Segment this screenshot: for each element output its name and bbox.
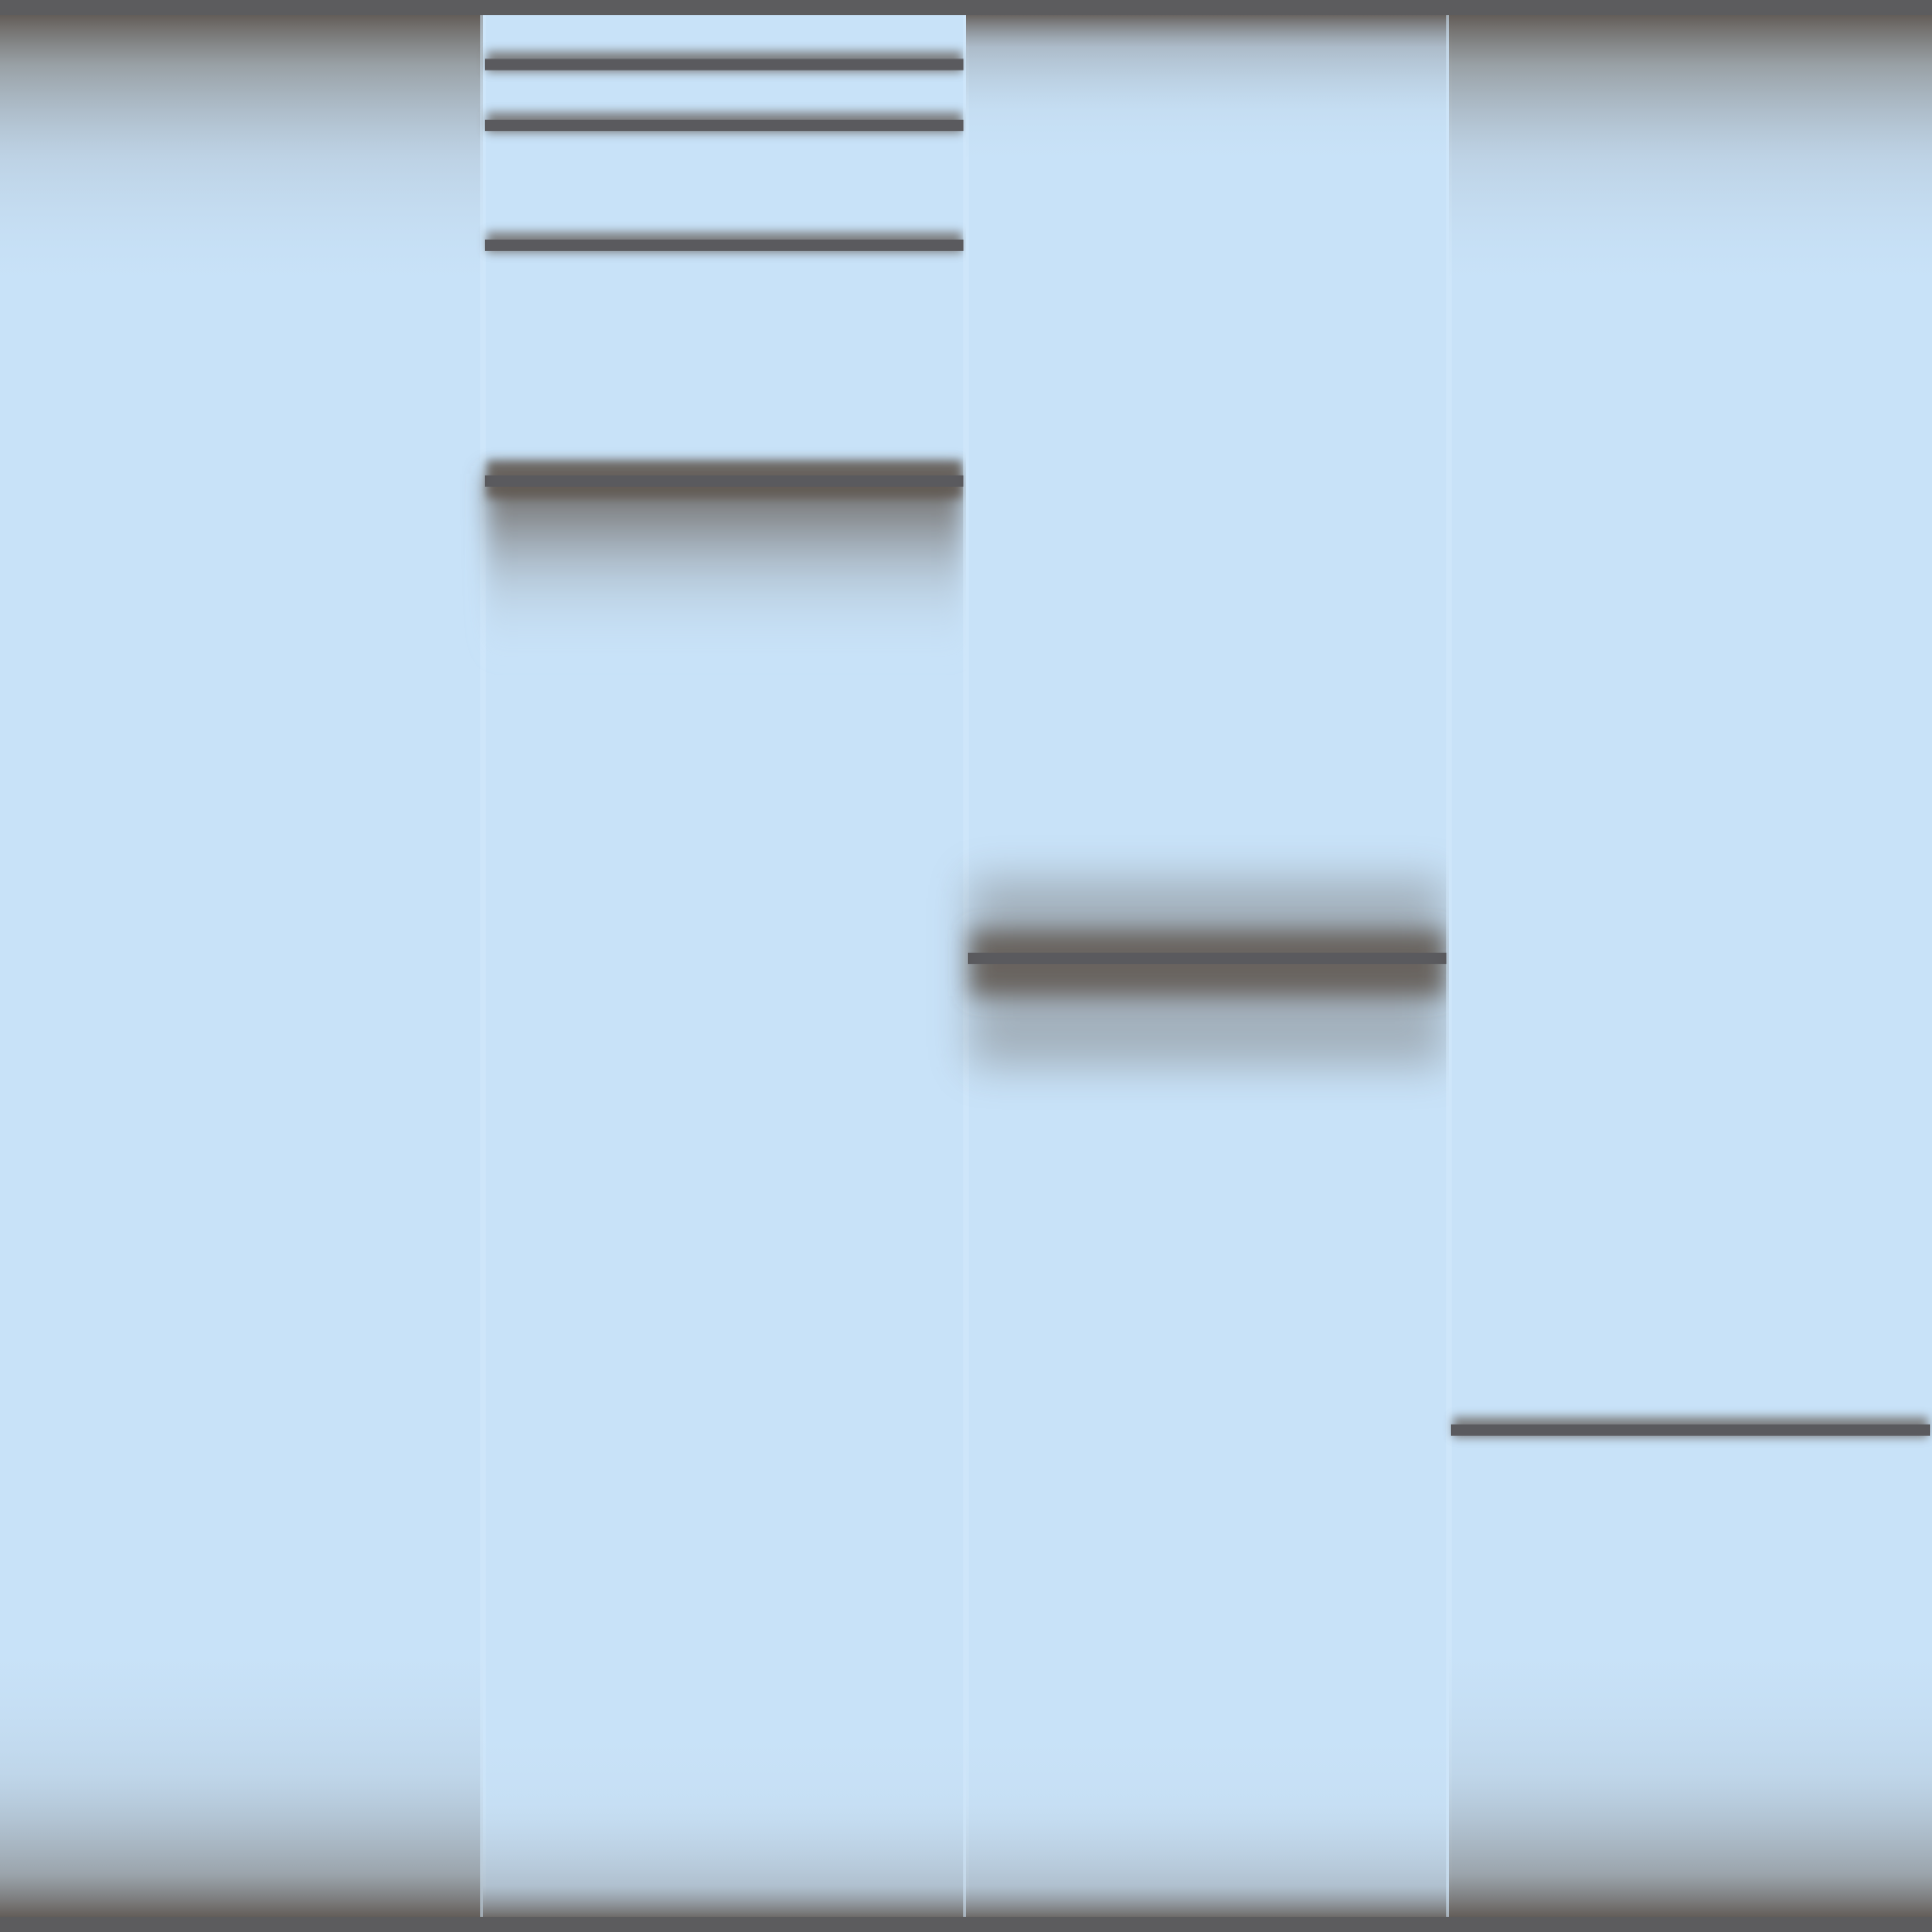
gel-lane-3 xyxy=(963,15,1449,1917)
lane-smear-top-light xyxy=(966,15,1449,175)
gel-lane-1 xyxy=(0,15,483,1917)
lane-smear-bottom-heavy xyxy=(0,1634,483,1917)
lane-divider xyxy=(963,15,969,1917)
lane-divider xyxy=(480,15,486,1917)
band-line xyxy=(485,239,964,251)
band-line xyxy=(968,952,1447,964)
gel-band xyxy=(1451,1416,1930,1438)
lane-smear-bottom-light xyxy=(483,1709,966,1917)
lane-background xyxy=(0,15,483,1917)
lane-smear-bottom-light xyxy=(966,1709,1449,1917)
gel-frame-top xyxy=(0,0,1932,15)
gel-band xyxy=(485,231,964,253)
lane-smear-bottom-heavy xyxy=(1449,1634,1932,1917)
band-line xyxy=(485,119,964,131)
gel-band xyxy=(485,459,964,662)
band-line xyxy=(485,475,964,487)
band-tail xyxy=(487,473,962,662)
gel-band xyxy=(485,51,964,73)
lane-smear-top-heavy xyxy=(0,15,483,298)
lane-background xyxy=(483,15,966,1917)
gel-band xyxy=(485,111,964,133)
gel-lane-4 xyxy=(1446,15,1932,1917)
gel-lane-2 xyxy=(480,15,966,1917)
lane-background xyxy=(1449,15,1932,1917)
gel-frame-bottom xyxy=(0,1917,1932,1932)
band-line xyxy=(485,58,964,71)
lane-divider xyxy=(1446,15,1452,1917)
band-line xyxy=(1451,1424,1930,1436)
lane-smear-top-heavy xyxy=(1449,15,1932,298)
gel-band xyxy=(968,877,1447,1067)
